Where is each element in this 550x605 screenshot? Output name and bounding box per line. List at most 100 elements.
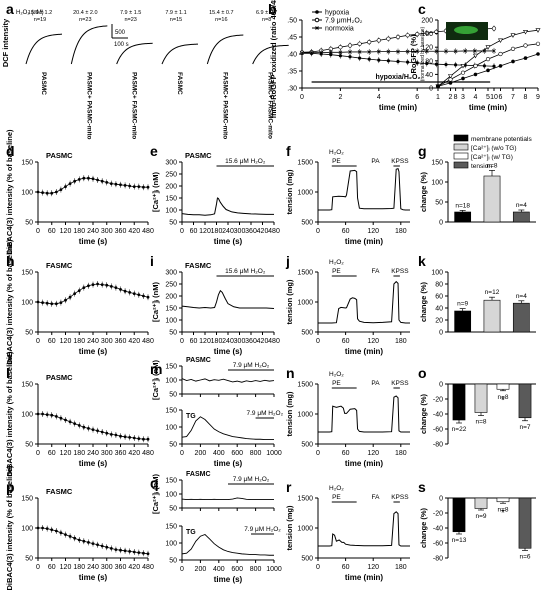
x-tick-label: 120	[367, 338, 379, 345]
y-tick-label: 0	[439, 382, 443, 389]
x-tick-label: 600	[231, 450, 243, 457]
legend-label: hypoxia	[325, 10, 349, 17]
bar	[483, 299, 501, 333]
data-point	[41, 412, 44, 416]
y-tick-label: .30	[287, 86, 297, 93]
panel-f: 0 60 120 180 500 1000 1500 time (min) tension (m…	[285, 149, 410, 246]
x-axis-label: time (s)	[79, 237, 108, 246]
y-tick-label: 100	[21, 526, 33, 533]
x-tick-label: 60	[190, 338, 198, 345]
y-tick-label: 100	[165, 541, 177, 548]
y-tick-label: -80	[433, 442, 443, 449]
data-point	[54, 529, 58, 533]
y-axis-label: tension (mg)	[285, 169, 294, 214]
data-point	[41, 301, 44, 304]
x-tick-label: 60	[342, 450, 350, 457]
x-tick-label: 420	[257, 338, 269, 345]
dcf-curve	[116, 42, 153, 65]
data-point	[535, 28, 541, 33]
y-tick-label: 1000	[297, 190, 313, 197]
y-tick-label: 50	[169, 442, 177, 449]
x-tick-label: 360	[115, 564, 127, 571]
panel-label-s: s	[418, 479, 426, 495]
data-point	[100, 544, 104, 548]
treatment-label: hypoxia/H₂O₂	[375, 74, 420, 81]
data-point	[415, 32, 420, 37]
y-tick-label: 300	[165, 160, 177, 167]
x-axis-label: time (s)	[79, 459, 108, 468]
data-point	[137, 185, 141, 189]
data-point	[54, 415, 58, 418]
data-point	[96, 282, 99, 286]
data-point	[461, 76, 465, 81]
data-point	[473, 72, 478, 77]
x-tick-label: 360	[115, 450, 127, 457]
treatment-label: 15.6 μM H₂O₂	[225, 268, 266, 275]
y-tick-label: 80	[435, 282, 443, 289]
data-point	[59, 301, 63, 304]
y-axis-label: change (%)	[419, 172, 428, 213]
y-tick-label: 50	[169, 558, 177, 565]
data-point	[376, 49, 381, 54]
data-point	[105, 431, 109, 435]
y-tick-label: 100	[165, 492, 177, 499]
x-tick-label: 180	[211, 338, 223, 345]
x-tick-label: 300	[234, 228, 246, 235]
data-point	[132, 550, 136, 554]
data-point	[68, 535, 72, 538]
dcf-curve	[70, 25, 108, 65]
data-point	[100, 430, 104, 434]
legend-swatch	[453, 134, 469, 142]
scalebar-x-label: 100 s	[114, 42, 129, 48]
y-tick-label: 60	[435, 294, 443, 301]
data-point	[45, 413, 49, 416]
data-point	[486, 68, 490, 73]
data-point	[68, 295, 72, 299]
treatment-label: 7.9 μM H₂O₂	[246, 410, 283, 417]
data-point	[319, 50, 324, 55]
data-point	[415, 49, 420, 54]
data-point	[338, 50, 343, 55]
ca-trace	[181, 497, 274, 501]
x-tick-label: 120	[367, 450, 379, 457]
x-tick-label: 420	[128, 338, 140, 345]
h2o2-header: H₂O₂ (nM)	[16, 10, 44, 16]
data-point	[424, 30, 429, 36]
data-point	[444, 62, 448, 67]
data-point	[119, 548, 122, 552]
data-point	[82, 286, 86, 289]
bar	[474, 383, 488, 413]
group-label: FASMC+ FASMC-mito	[267, 72, 274, 139]
y-tick-label: 100	[21, 412, 33, 419]
group-label: PASMC+ FASMC-mito	[131, 72, 138, 139]
group-label: FASMC	[176, 72, 183, 95]
data-point	[91, 177, 95, 181]
y-tick-label: 150	[165, 306, 177, 313]
panel-label-l: l	[6, 365, 10, 381]
bar-n-label: n=9	[457, 301, 468, 308]
y-tick-label: 100	[21, 300, 33, 307]
x-tick-label: 120	[367, 564, 379, 571]
x-tick-label: 60	[48, 338, 56, 345]
bar-n-label: n=12	[485, 289, 500, 296]
group-value: 15.6 ± 1.2	[28, 10, 52, 16]
x-tick-label: 60	[342, 338, 350, 345]
data-point	[36, 526, 40, 530]
data-point	[142, 551, 145, 555]
data-point	[460, 64, 466, 69]
x-axis-label: time (min)	[379, 103, 418, 112]
x-tick-label: 240	[222, 228, 234, 235]
data-point	[73, 422, 77, 425]
panel-i: 0 60 120 180 240 300 360 420 4805010015020025030…	[151, 261, 280, 356]
x-axis-label: time (min)	[469, 103, 508, 112]
x-tick-label: 0	[316, 338, 320, 345]
data-point	[460, 70, 466, 75]
y-tick-label: 200	[421, 18, 433, 25]
data-point	[109, 433, 113, 436]
data-point	[96, 543, 99, 547]
panel-p: 0 60 120 180 240 300 360 420 480 50 100 150 time (s)…	[5, 465, 154, 591]
bar	[512, 211, 530, 223]
x-tick-label: 360	[245, 228, 257, 235]
y-tick-label: 100	[431, 180, 443, 187]
